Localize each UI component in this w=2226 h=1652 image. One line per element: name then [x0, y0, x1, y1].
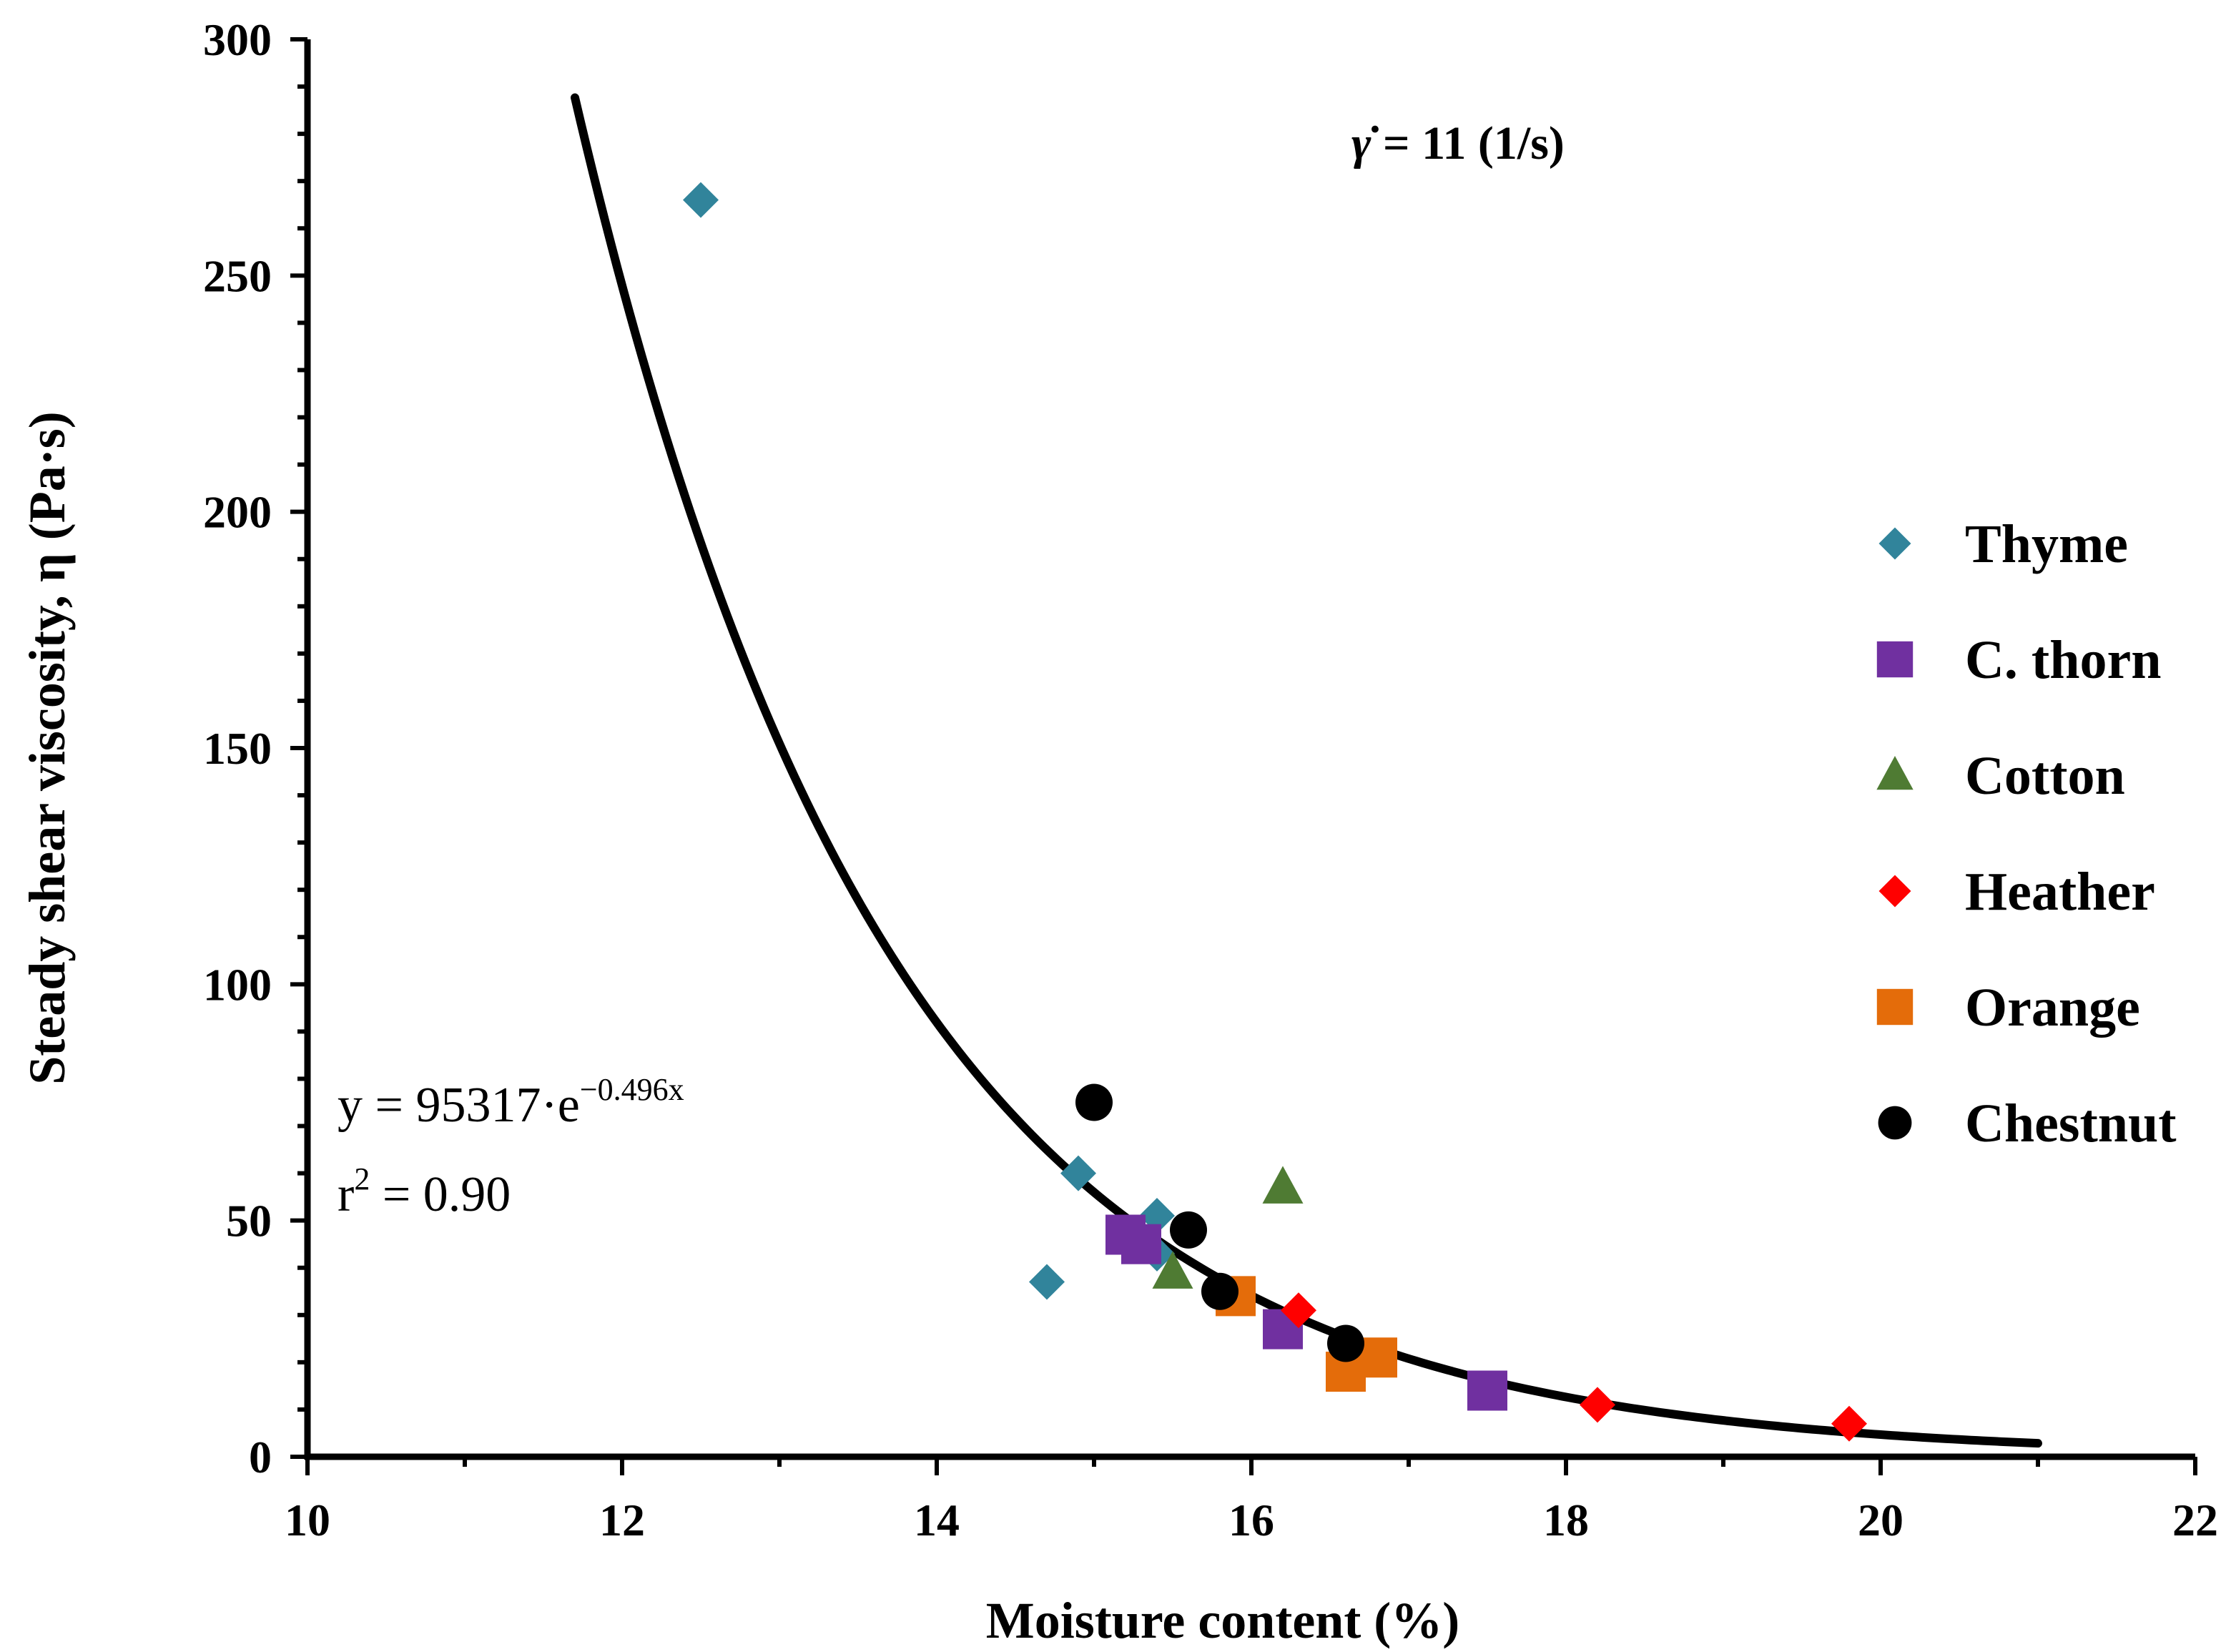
data-points — [683, 182, 1867, 1442]
r-squared-value: = 0.90 — [370, 1167, 511, 1222]
x-tick-label: 20 — [1858, 1495, 1904, 1545]
fit-r-squared: r2 = 0.90 — [338, 1161, 511, 1222]
legend-marker-cotton — [1876, 756, 1914, 790]
cotton-point — [1152, 1251, 1193, 1289]
thyme-point — [1060, 1155, 1096, 1191]
r-squared-superscript: 2 — [354, 1161, 370, 1196]
legend-label-chestnut: Chestnut — [1965, 1093, 2177, 1154]
fit-equation-exponent: −0.496x — [580, 1072, 684, 1107]
y-axis-title: Steady shear viscosity, η (Pa·s) — [19, 411, 76, 1085]
y-tick-label: 250 — [203, 250, 272, 301]
legend-marker-heather — [1878, 875, 1911, 908]
thyme-point — [683, 182, 719, 218]
c-thorn-point — [1121, 1224, 1161, 1264]
heather-point — [1580, 1387, 1615, 1423]
y-tick-label: 50 — [226, 1196, 272, 1247]
fit-equation: y = 95317·e−0.496x — [338, 1072, 684, 1133]
heather-point — [1281, 1292, 1316, 1329]
legend-marker-chestnut — [1878, 1106, 1912, 1140]
x-tick-label: 18 — [1543, 1495, 1589, 1545]
x-tick-label: 12 — [599, 1495, 645, 1545]
ticks: 0 50 100 150 200 250 300 10 12 14 16 18 20 22 — [203, 14, 2218, 1545]
chestnut-point — [1075, 1083, 1113, 1121]
y-tick-label: 300 — [203, 14, 272, 65]
fit-equation-base: y = 95317·e — [338, 1078, 580, 1133]
fit-curve — [571, 93, 2042, 1448]
y-tick-label: 100 — [203, 959, 272, 1010]
shear-rate-value: = 11 (1/s) — [1371, 117, 1564, 169]
legend-label-cotton: Cotton — [1965, 746, 2125, 806]
x-tick-label: 22 — [2172, 1495, 2218, 1545]
legend-label-c-thorn: C. thorn — [1965, 630, 2161, 690]
cotton-point — [1262, 1166, 1304, 1204]
heather-point — [1831, 1405, 1867, 1442]
chestnut-point — [1170, 1211, 1207, 1249]
chestnut-point — [1327, 1324, 1364, 1362]
legend-marker-thyme — [1878, 527, 1911, 560]
legend: Thyme C. thorn Cotton Heather Orange Chestnut — [1876, 514, 2177, 1154]
fit-curve-layer — [571, 93, 2042, 1448]
r-squared-symbol: r — [338, 1167, 354, 1222]
legend-marker-orange — [1876, 988, 1914, 1026]
y-tick-label: 200 — [203, 487, 272, 538]
axes — [304, 39, 2195, 1460]
legend-label-thyme: Thyme — [1965, 514, 2128, 574]
x-axis-title: Moisture content (%) — [986, 1592, 1460, 1649]
chestnut-point — [1201, 1272, 1238, 1310]
x-tick-label: 16 — [1228, 1495, 1274, 1545]
y-tick-label: 150 — [203, 723, 272, 774]
legend-marker-c-thorn — [1876, 641, 1914, 678]
legend-label-heather: Heather — [1965, 862, 2155, 922]
x-tick-label: 14 — [914, 1495, 960, 1545]
shear-rate-annotation: γ̇ = 11 (1/s) — [1351, 117, 1565, 169]
thyme-point — [1029, 1264, 1065, 1300]
x-tick-label: 10 — [285, 1495, 330, 1545]
legend-label-orange: Orange — [1965, 978, 2140, 1038]
y-tick-label: 0 — [249, 1432, 272, 1483]
c-thorn-point — [1467, 1370, 1507, 1411]
